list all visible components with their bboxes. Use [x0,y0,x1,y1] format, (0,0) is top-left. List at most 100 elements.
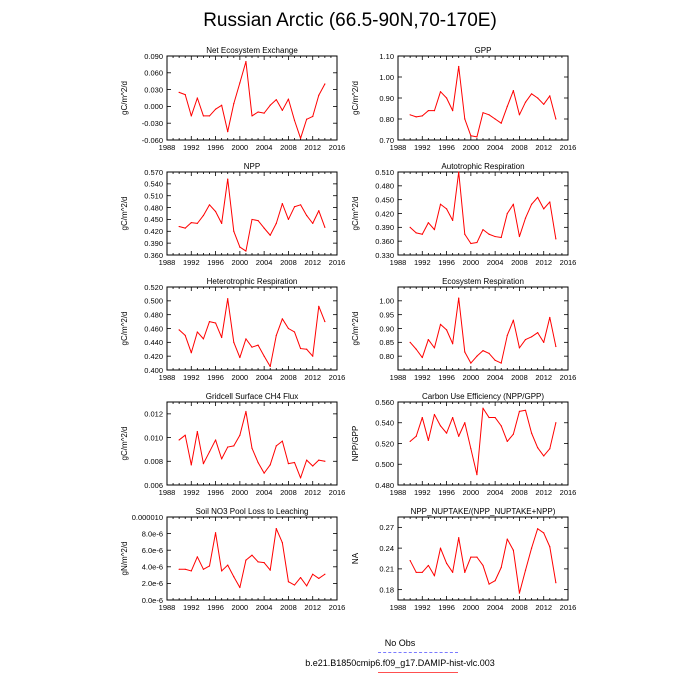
x-tick-label: 2000 [232,488,249,497]
data-point-1990 [409,559,411,562]
data-point-1993 [196,331,198,333]
data-point-2000 [470,448,472,450]
data-point-2000 [470,242,472,245]
x-tick-label: 2012 [304,603,321,612]
data-point-2012 [312,355,314,357]
data-point-1993 [196,431,198,433]
y-tick-label: 0.80 [379,115,394,124]
y-tick-label: 0.85 [379,338,394,347]
y-tick-label: 0.27 [379,523,394,532]
y-tick-label: -0.060 [142,136,163,145]
legend-model-label: b.e21.B1850cmip6.f09_g17.DAMIP-hist-vlc.… [305,658,495,668]
data-point-1992 [421,416,423,419]
x-tick-label: 2016 [329,603,346,612]
x-tick-label: 2000 [232,258,249,267]
y-tick-label: 0.390 [375,223,394,232]
data-point-2003 [257,461,259,464]
data-point-1995 [208,115,211,117]
x-tick-label: 2000 [463,373,480,382]
y-tick-label: 2.0e-6 [142,579,163,588]
y-tick-label: 0.450 [375,195,394,204]
x-tick-label: 1996 [207,373,224,382]
data-point-2009 [293,119,296,121]
data-point-1992 [190,221,192,224]
x-tick-label: 1988 [390,258,407,267]
data-point-2008 [518,235,521,238]
data-point-1996 [214,532,217,534]
x-tick-label: 2004 [256,373,273,382]
data-point-1995 [439,91,442,93]
x-tick-label: 2008 [280,373,297,382]
data-point-1994 [202,463,205,465]
data-point-1998 [227,178,229,180]
data-point-1999 [464,233,466,235]
x-tick-label: 1992 [414,488,431,497]
y-tick-label: 0.540 [144,180,163,189]
data-point-1998 [227,564,229,566]
x-tick-label: 1996 [438,143,455,152]
series-line [179,528,326,589]
x-tick-label: 2004 [256,603,273,612]
series-line [178,61,326,139]
y-tick-label: 0.520 [144,283,163,292]
data-point-1992 [421,233,423,235]
data-point-1998 [458,435,460,437]
panel-title: NPP_NUPTAKE/(NPP_NUPTAKE+NPP) [411,507,556,516]
data-point-2014 [324,226,326,228]
series-line [178,410,325,479]
data-point-2013 [318,210,320,212]
y-axis-label: gC/m^2/d [351,312,360,346]
data-point-2011 [306,585,308,587]
data-point-2014 [555,118,557,120]
data-point-1997 [452,343,454,345]
x-tick-label: 1988 [159,373,176,382]
data-point-2003 [257,561,259,563]
data-point-1997 [452,110,454,112]
data-point-1994 [433,575,436,577]
x-tick-label: 2004 [256,143,273,152]
data-point-2007 [281,542,283,544]
y-tick-label: 0.008 [144,457,163,466]
data-point-2007 [281,203,283,205]
x-tick-label: 2008 [511,373,528,382]
data-point-2008 [518,114,521,116]
data-point-2008 [287,463,290,465]
x-tick-label: 2000 [232,603,249,612]
data-point-1990 [409,440,411,443]
data-point-1996 [214,439,217,441]
data-point-2011 [537,332,539,334]
data-point-2003 [488,233,490,235]
x-tick-label: 2004 [487,258,504,267]
x-tick-label: 2000 [463,488,480,497]
data-point-1999 [233,341,235,343]
series-line [409,407,557,476]
data-point-2005 [500,566,502,569]
data-point-2003 [488,416,490,419]
x-tick-label: 2012 [304,143,321,152]
data-point-2004 [494,118,496,120]
data-point-1991 [415,435,417,437]
data-point-1998 [227,446,229,448]
data-point-1992 [421,356,423,359]
panel-title: Heterotrophic Respiration [207,277,298,286]
data-point-2010 [299,477,302,479]
data-point-2004 [263,562,265,564]
x-tick-label: 1992 [183,488,200,497]
data-point-2011 [306,214,308,217]
data-point-2013 [549,201,551,203]
data-point-1996 [445,562,448,564]
data-point-1990 [409,341,411,343]
data-point-2012 [543,455,545,457]
data-point-2010 [530,93,533,95]
data-point-2005 [269,104,271,106]
data-point-2014 [555,422,557,424]
data-point-1993 [427,338,429,341]
x-tick-label: 2012 [535,258,552,267]
data-point-2003 [488,583,490,585]
data-point-2003 [257,220,259,222]
y-tick-label: 0.95 [379,310,394,319]
data-point-1994 [202,115,205,117]
y-tick-label: 0.420 [144,227,163,236]
y-tick-label: 0.420 [144,352,163,361]
plot-frame [166,401,338,486]
